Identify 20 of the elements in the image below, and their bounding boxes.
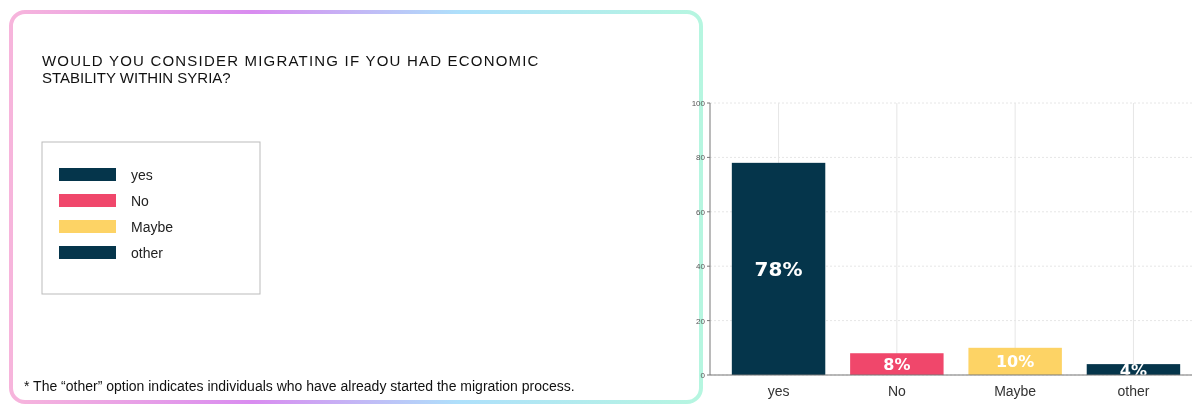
y-tick-label: 20 bbox=[696, 316, 706, 326]
text: * The “other” option indicates individuals who have already started the migration process. bbox=[24, 378, 575, 394]
data-label: 4% bbox=[1119, 360, 1148, 380]
x-tick-label: other bbox=[1117, 383, 1150, 399]
x-tick-label: yes bbox=[767, 383, 790, 399]
x-tick-label: No bbox=[887, 383, 907, 399]
y-tick-label: 100 bbox=[691, 99, 706, 108]
y-tick-label: 80 bbox=[696, 153, 706, 163]
data-label: 78% bbox=[754, 256, 803, 281]
x-tick-label: Maybe bbox=[994, 383, 1037, 399]
text: WOULD YOU CONSIDER MIGRATING IF YOU HAD ECONOMIC STABILITY WITHIN SYRIA? bbox=[42, 52, 540, 86]
y-tick-label: 40 bbox=[696, 262, 706, 272]
data-label: 8% bbox=[883, 355, 911, 375]
legend-label: No bbox=[131, 193, 150, 209]
legend-label: Maybe bbox=[131, 219, 174, 235]
legend-label: other bbox=[131, 245, 164, 261]
legend-label: yes bbox=[131, 167, 153, 183]
y-tick-label: 60 bbox=[696, 207, 706, 217]
data-label: 10% bbox=[996, 352, 1035, 372]
y-tick-label: 0 bbox=[700, 371, 706, 380]
